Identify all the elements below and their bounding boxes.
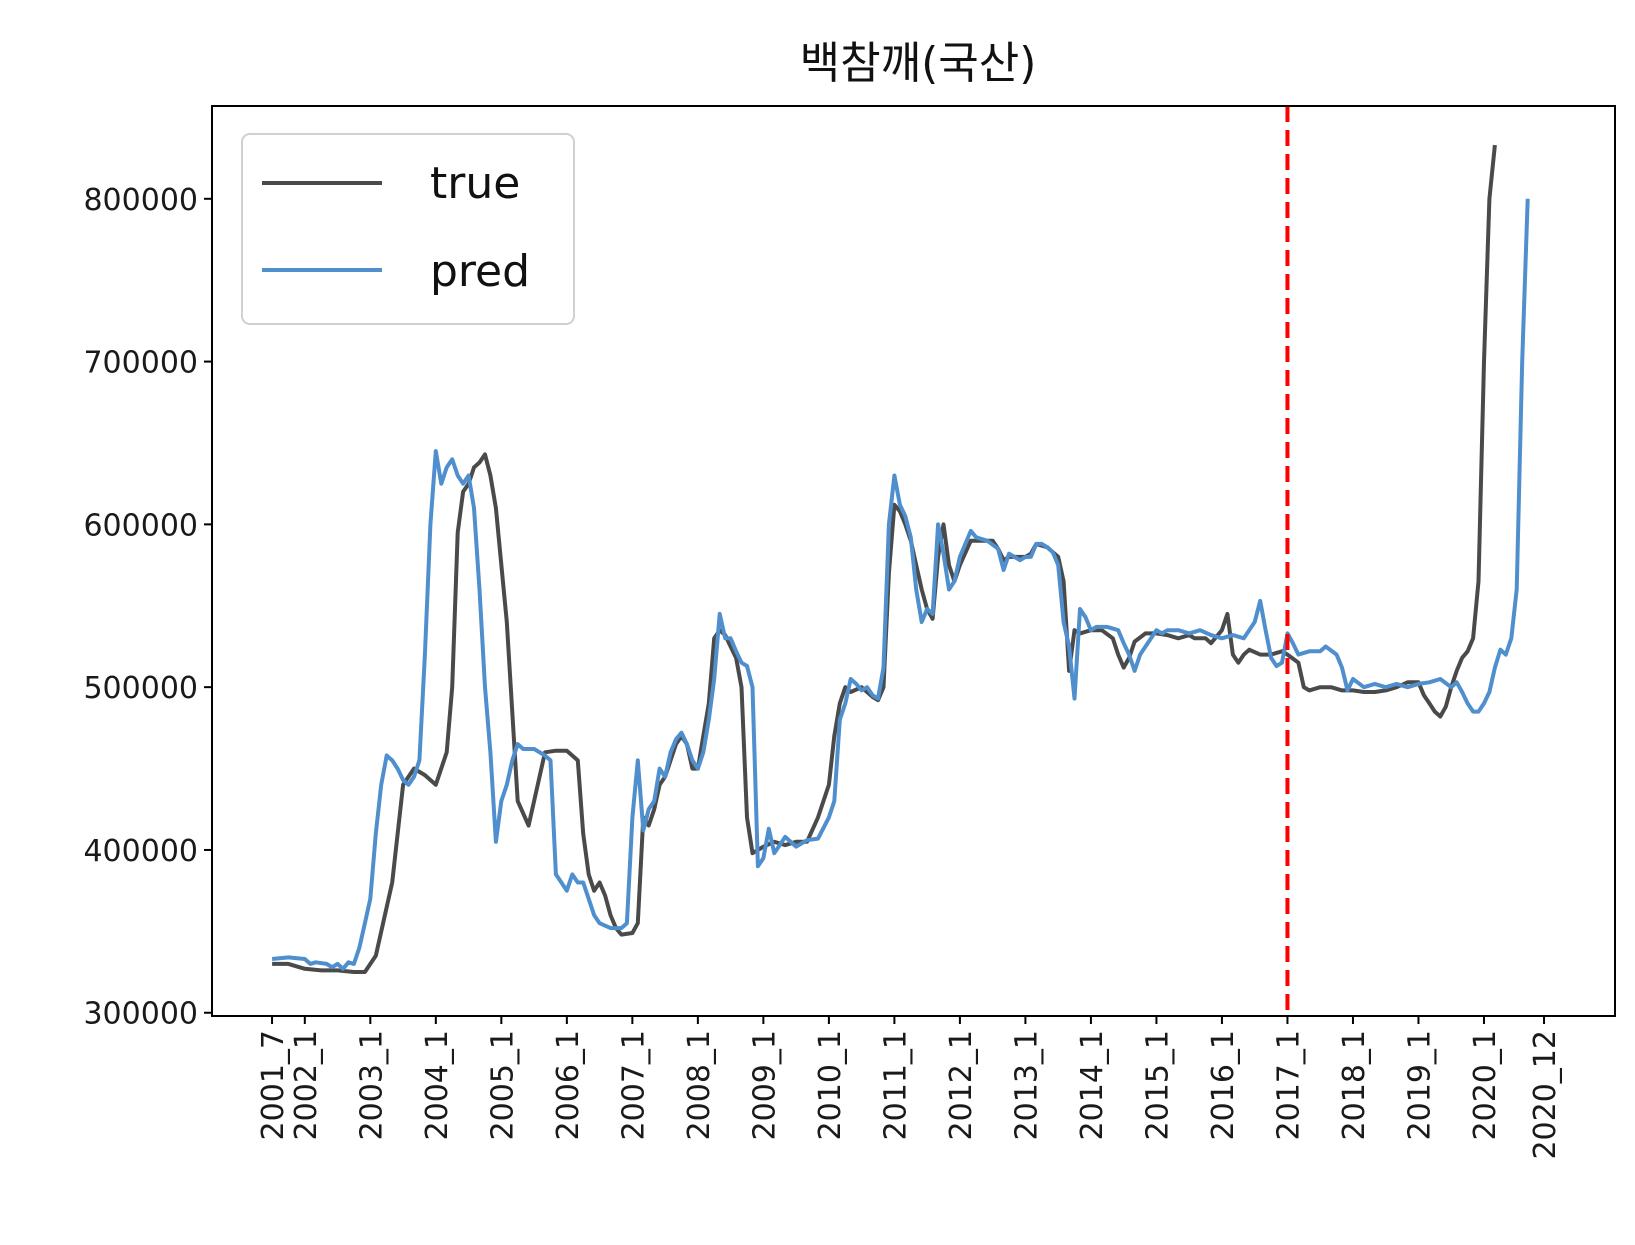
x-tick-label: 2015_1 bbox=[1140, 1030, 1175, 1140]
x-tick-label: 2011_1 bbox=[878, 1030, 913, 1140]
legend-label-true: true bbox=[430, 158, 520, 209]
x-tick-label: 2005_1 bbox=[485, 1030, 520, 1140]
x-tick-label: 2008_1 bbox=[682, 1030, 717, 1140]
x-tick-label: 2013_1 bbox=[1009, 1030, 1044, 1140]
x-tick-label: 2012_1 bbox=[944, 1030, 979, 1140]
y-tick-label: 700000 bbox=[83, 346, 198, 381]
y-tick-label: 800000 bbox=[83, 183, 198, 218]
x-tick-label: 2007_1 bbox=[616, 1030, 651, 1140]
x-tick-label: 2001_7 bbox=[256, 1030, 291, 1140]
legend-label-pred: pred bbox=[430, 246, 530, 297]
x-tick-label: 2009_1 bbox=[747, 1030, 782, 1140]
y-tick-label: 500000 bbox=[83, 671, 198, 706]
x-tick-label: 2002_1 bbox=[289, 1030, 324, 1140]
x-tick-label: 2010_1 bbox=[813, 1030, 848, 1140]
chart-title: 백참깨(국산) bbox=[800, 38, 1037, 89]
plot-frame bbox=[211, 105, 1616, 1017]
y-tick-label: 300000 bbox=[83, 997, 198, 1032]
x-tick-label: 2014_1 bbox=[1075, 1030, 1110, 1140]
y-tick-label: 600000 bbox=[83, 508, 198, 543]
x-tick-label: 2020_1 bbox=[1468, 1030, 1503, 1140]
plot-area bbox=[271, 106, 1530, 1016]
legend: true pred bbox=[241, 133, 575, 325]
x-tick-label: 2020_12 bbox=[1528, 1030, 1563, 1160]
x-tick-label: 2016_1 bbox=[1206, 1030, 1241, 1140]
x-tick-label: 2004_1 bbox=[420, 1030, 455, 1140]
y-axis: 300000 400000 500000 600000 700000 800000 bbox=[83, 183, 212, 1032]
x-tick-label: 2006_1 bbox=[551, 1030, 586, 1140]
x-tick-label: 2019_1 bbox=[1402, 1030, 1437, 1140]
x-tick-label: 2017_1 bbox=[1271, 1030, 1306, 1140]
y-tick-label: 400000 bbox=[83, 834, 198, 869]
series-line-true bbox=[272, 144, 1497, 974]
x-tick-label: 2003_1 bbox=[354, 1030, 389, 1140]
x-tick-label: 2018_1 bbox=[1337, 1030, 1372, 1140]
